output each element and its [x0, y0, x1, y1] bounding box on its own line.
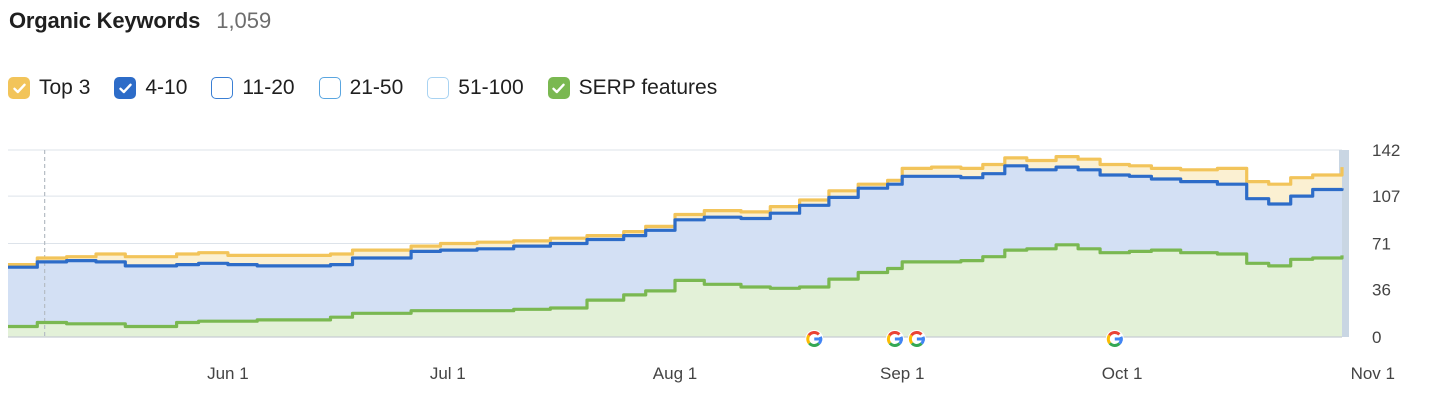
series-areas: [8, 156, 1342, 337]
google-update-icon[interactable]: [885, 330, 904, 348]
legend-label-21-50: 21-50: [349, 76, 404, 99]
google-update-icon[interactable]: [1105, 330, 1124, 348]
series-lines[interactable]: [8, 155, 1344, 329]
google-update-icon[interactable]: [907, 330, 926, 348]
chart-header: Organic Keywords 1,059: [9, 8, 271, 34]
legend-checkbox-4-10[interactable]: [114, 77, 137, 99]
x-tick-label: Jun 1: [207, 364, 249, 383]
y-axis: 0 36 71 107 142: [1372, 141, 1400, 347]
legend-item-top3[interactable]: Top 3: [8, 76, 90, 100]
x-axis: Jun 1 Jul 1 Aug 1 Sep 1 Oct 1 Nov 1: [207, 364, 1395, 383]
x-tick-label: Jul 1: [430, 364, 466, 383]
google-updates[interactable]: [805, 330, 1124, 348]
google-update-icon[interactable]: [805, 330, 824, 348]
y-tick-label: 36: [1372, 281, 1391, 300]
check-icon: [552, 83, 565, 93]
legend-label-4-10: 4-10: [145, 76, 188, 99]
legend-label-top3: Top 3: [39, 76, 91, 99]
legend-checkbox-top3[interactable]: [8, 77, 30, 99]
legend-item-21-50[interactable]: 21-50: [318, 76, 404, 100]
y-tick-label: 142: [1372, 141, 1400, 160]
x-tick-label: Sep 1: [880, 364, 924, 383]
legend-item-serp-features[interactable]: SERP features: [547, 76, 718, 100]
check-icon: [12, 83, 26, 93]
legend-checkbox-21-50[interactable]: [318, 77, 341, 99]
organic-keywords-chart[interactable]: 0 36 71 107 142 Jun 1 Jul 1 Aug 1 Sep 1 Oct 1 Nov…: [0, 130, 1432, 404]
legend-checkbox-serp-features[interactable]: [547, 77, 570, 99]
legend-label-serp-features: SERP features: [578, 76, 718, 99]
chart-title: Organic Keywords: [9, 8, 201, 33]
legend-checkbox-51-100[interactable]: [427, 77, 450, 99]
chart-right-edge-band: [1339, 150, 1349, 337]
legend-label-51-100: 51-100: [458, 76, 524, 99]
series-line-4-10[interactable]: [8, 164, 1344, 269]
check-icon: [119, 83, 132, 93]
y-tick-label: 0: [1372, 328, 1381, 347]
x-tick-label: Oct 1: [1102, 364, 1143, 383]
y-tick-label: 71: [1372, 235, 1391, 254]
keyword-total-count: 1,059: [216, 8, 272, 33]
legend-checkbox-11-20[interactable]: [211, 77, 234, 99]
y-tick-label: 107: [1372, 187, 1400, 206]
x-tick-label: Aug 1: [653, 364, 697, 383]
legend-item-51-100[interactable]: 51-100: [427, 76, 524, 100]
legend-item-11-20[interactable]: 11-20: [211, 76, 295, 100]
x-tick-label: Nov 1: [1351, 364, 1395, 383]
legend: Top 3 4-10 11-20 21-50 51-100 SERP featu…: [8, 76, 741, 100]
legend-item-4-10[interactable]: 4-10: [114, 76, 187, 100]
legend-label-11-20: 11-20: [242, 76, 295, 99]
series-line-serp-features[interactable]: [8, 243, 1344, 329]
